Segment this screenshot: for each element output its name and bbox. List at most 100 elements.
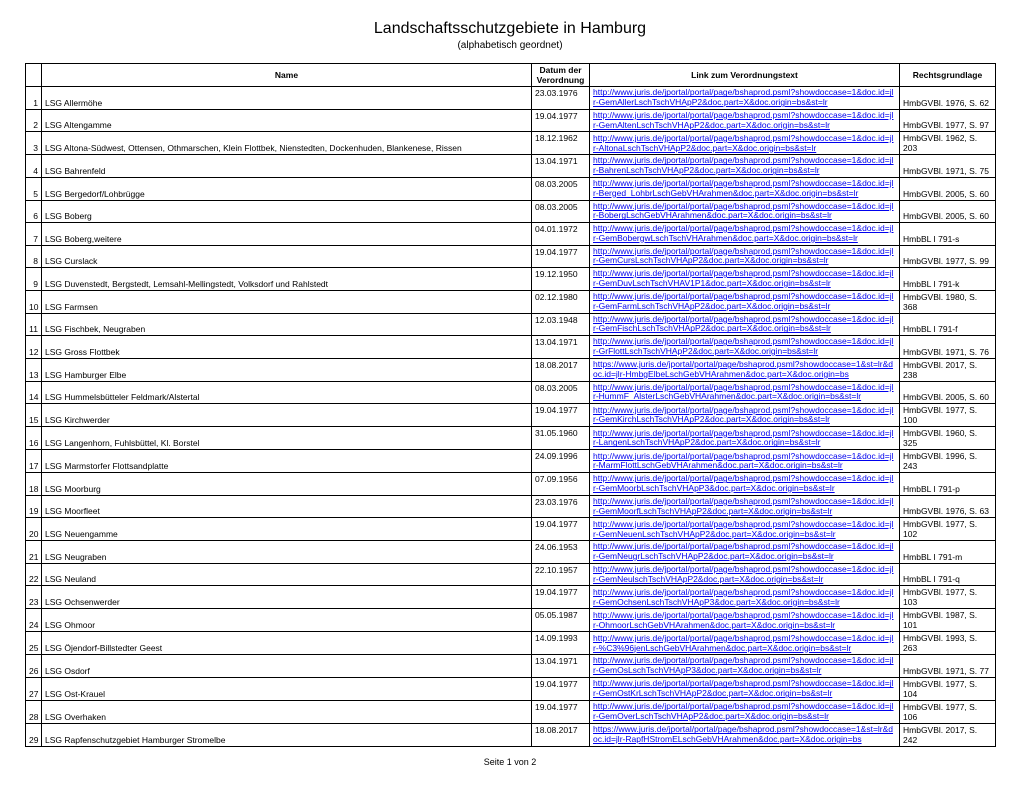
cell-name: LSG Altona-Südwest, Ottensen, Othmarsche…	[42, 132, 532, 155]
cell-link: http://www.juris.de/jportal/portal/page/…	[590, 677, 900, 700]
cell-link: http://www.juris.de/jportal/portal/page/…	[590, 313, 900, 336]
regulation-link[interactable]: http://www.juris.de/jportal/portal/page/…	[593, 610, 894, 630]
regulation-link[interactable]: http://www.juris.de/jportal/portal/page/…	[593, 451, 894, 471]
cell-name: LSG Allermöhe	[42, 87, 532, 110]
regulation-link[interactable]: http://www.juris.de/jportal/portal/page/…	[593, 564, 894, 584]
cell-date: 08.03.2005	[532, 200, 590, 223]
cell-date: 19.04.1977	[532, 586, 590, 609]
cell-index: 10	[26, 290, 42, 313]
cell-index: 3	[26, 132, 42, 155]
table-row: 14LSG Hummelsbütteler Feldmark/Alstertal…	[26, 381, 996, 404]
table-row: 7LSG Boberg,weitere04.01.1972http://www.…	[26, 223, 996, 246]
cell-link: http://www.juris.de/jportal/portal/page/…	[590, 155, 900, 178]
cell-date: 24.09.1996	[532, 450, 590, 473]
regulation-link[interactable]: http://www.juris.de/jportal/portal/page/…	[593, 633, 894, 653]
regulation-link[interactable]: http://www.juris.de/jportal/portal/page/…	[593, 155, 894, 175]
table-row: 2LSG Altengamme19.04.1977http://www.juri…	[26, 109, 996, 132]
cell-index: 19	[26, 495, 42, 518]
cell-link: http://www.juris.de/jportal/portal/page/…	[590, 541, 900, 564]
cell-index: 24	[26, 609, 42, 632]
cell-index: 27	[26, 677, 42, 700]
regulation-link[interactable]: http://www.juris.de/jportal/portal/page/…	[593, 178, 894, 198]
table-row: 27LSG Ost-Krauel19.04.1977http://www.jur…	[26, 677, 996, 700]
cell-name: LSG Boberg,weitere	[42, 223, 532, 246]
table-row: 1LSG Allermöhe23.03.1976http://www.juris…	[26, 87, 996, 110]
table-row: 24LSG Ohmoor05.05.1987http://www.juris.d…	[26, 609, 996, 632]
cell-link: http://www.juris.de/jportal/portal/page/…	[590, 109, 900, 132]
cell-index: 20	[26, 518, 42, 541]
regulation-link[interactable]: http://www.juris.de/jportal/portal/page/…	[593, 336, 894, 356]
regulation-link[interactable]: http://www.juris.de/jportal/portal/page/…	[593, 291, 894, 311]
cell-link: http://www.juris.de/jportal/portal/page/…	[590, 518, 900, 541]
regulation-link[interactable]: http://www.juris.de/jportal/portal/page/…	[593, 246, 894, 266]
cell-date: 19.04.1977	[532, 109, 590, 132]
regulation-link[interactable]: http://www.juris.de/jportal/portal/page/…	[593, 133, 894, 153]
regulation-link[interactable]: http://www.juris.de/jportal/portal/page/…	[593, 701, 894, 721]
regulation-link[interactable]: http://www.juris.de/jportal/portal/page/…	[593, 541, 894, 561]
cell-basis: HmbGVBl. 2017, S. 238	[900, 358, 996, 381]
cell-link: http://www.juris.de/jportal/portal/page/…	[590, 563, 900, 586]
cell-link: http://www.juris.de/jportal/portal/page/…	[590, 404, 900, 427]
cell-name: LSG Bergedorf/Lohbrügge	[42, 177, 532, 200]
regulation-link[interactable]: http://www.juris.de/jportal/portal/page/…	[593, 428, 894, 448]
cell-date: 31.05.1960	[532, 427, 590, 450]
regulation-link[interactable]: http://www.juris.de/jportal/portal/page/…	[593, 382, 894, 402]
lsg-table: Name Datum der Verordnung Link zum Veror…	[25, 63, 996, 747]
table-row: 5LSG Bergedorf/Lohbrügge08.03.2005http:/…	[26, 177, 996, 200]
cell-name: LSG Gross Flottbek	[42, 336, 532, 359]
cell-basis: HmbGVBl. 1977, S. 100	[900, 404, 996, 427]
cell-name: LSG Neuland	[42, 563, 532, 586]
regulation-link[interactable]: http://www.juris.de/jportal/portal/page/…	[593, 405, 894, 425]
cell-link: http://www.juris.de/jportal/portal/page/…	[590, 87, 900, 110]
cell-link: http://www.juris.de/jportal/portal/page/…	[590, 473, 900, 496]
cell-link: http://www.juris.de/jportal/portal/page/…	[590, 632, 900, 655]
regulation-link[interactable]: http://www.juris.de/jportal/portal/page/…	[593, 655, 894, 675]
regulation-link[interactable]: http://www.juris.de/jportal/portal/page/…	[593, 110, 894, 130]
regulation-link[interactable]: https://www.juris.de/jportal/portal/page…	[593, 724, 893, 744]
regulation-link[interactable]: http://www.juris.de/jportal/portal/page/…	[593, 314, 894, 334]
cell-basis: HmbGVBl. 1996, S. 243	[900, 450, 996, 473]
cell-basis: HmbBL I 791-p	[900, 473, 996, 496]
regulation-link[interactable]: http://www.juris.de/jportal/portal/page/…	[593, 201, 894, 221]
cell-basis: HmbBL I 791-k	[900, 268, 996, 291]
cell-basis: HmbGVBl. 1987, S. 101	[900, 609, 996, 632]
cell-name: LSG Moorfleet	[42, 495, 532, 518]
cell-basis: HmbGVBl. 2005, S. 60	[900, 200, 996, 223]
regulation-link[interactable]: http://www.juris.de/jportal/portal/page/…	[593, 268, 894, 288]
cell-link: http://www.juris.de/jportal/portal/page/…	[590, 245, 900, 268]
regulation-link[interactable]: http://www.juris.de/jportal/portal/page/…	[593, 519, 894, 539]
cell-basis: HmbGVBl. 2017, S. 242	[900, 723, 996, 746]
regulation-link[interactable]: http://www.juris.de/jportal/portal/page/…	[593, 87, 894, 107]
cell-name: LSG Langenhorn, Fuhlsbüttel, Kl. Borstel	[42, 427, 532, 450]
regulation-link[interactable]: http://www.juris.de/jportal/portal/page/…	[593, 496, 894, 516]
cell-basis: HmbGVBl. 1977, S. 104	[900, 677, 996, 700]
col-link: Link zum Verordnungstext	[590, 64, 900, 87]
cell-index: 29	[26, 723, 42, 746]
table-row: 6LSG Boberg08.03.2005http://www.juris.de…	[26, 200, 996, 223]
col-basis: Rechtsgrundlage	[900, 64, 996, 87]
regulation-link[interactable]: http://www.juris.de/jportal/portal/page/…	[593, 223, 894, 243]
cell-index: 15	[26, 404, 42, 427]
cell-basis: HmbBL I 791-s	[900, 223, 996, 246]
page-subtitle: (alphabetisch geordnet)	[25, 40, 995, 51]
cell-index: 23	[26, 586, 42, 609]
cell-index: 21	[26, 541, 42, 564]
table-row: 8LSG Curslack19.04.1977http://www.juris.…	[26, 245, 996, 268]
cell-link: http://www.juris.de/jportal/portal/page/…	[590, 495, 900, 518]
regulation-link[interactable]: http://www.juris.de/jportal/portal/page/…	[593, 678, 894, 698]
regulation-link[interactable]: http://www.juris.de/jportal/portal/page/…	[593, 473, 894, 493]
regulation-link[interactable]: http://www.juris.de/jportal/portal/page/…	[593, 587, 894, 607]
cell-basis: HmbGVBl. 1977, S. 99	[900, 245, 996, 268]
regulation-link[interactable]: https://www.juris.de/jportal/portal/page…	[593, 359, 893, 379]
cell-link: http://www.juris.de/jportal/portal/page/…	[590, 609, 900, 632]
cell-index: 6	[26, 200, 42, 223]
cell-name: LSG Fischbek, Neugraben	[42, 313, 532, 336]
table-row: 4LSG Bahrenfeld13.04.1971http://www.juri…	[26, 155, 996, 178]
cell-index: 13	[26, 358, 42, 381]
cell-basis: HmbGVBl. 2005, S. 60	[900, 381, 996, 404]
cell-basis: HmbGVBl. 1971, S. 75	[900, 155, 996, 178]
cell-date: 08.03.2005	[532, 177, 590, 200]
cell-index: 26	[26, 655, 42, 678]
cell-name: LSG Neuengamme	[42, 518, 532, 541]
cell-link: http://www.juris.de/jportal/portal/page/…	[590, 177, 900, 200]
